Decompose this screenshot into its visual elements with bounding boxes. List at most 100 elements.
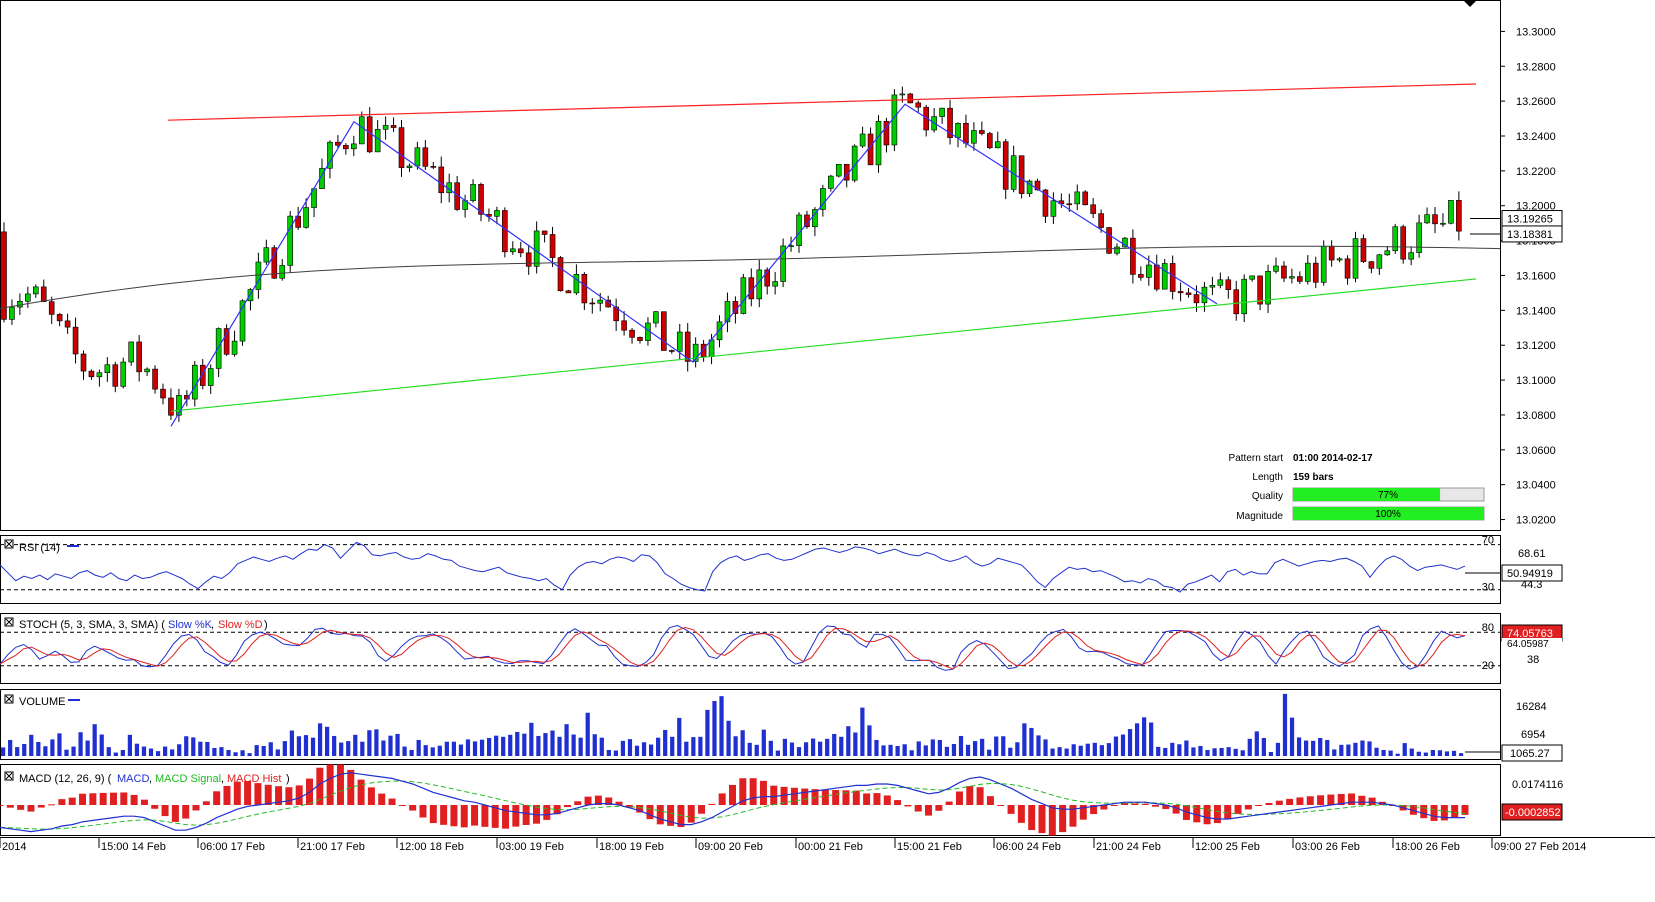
macd-hist-bar <box>182 805 190 819</box>
bull-candle <box>812 209 818 228</box>
volume-bar <box>839 736 844 756</box>
macd-hist-bar <box>6 805 14 808</box>
volume-bar <box>374 729 379 756</box>
macd-hist-bar <box>1151 805 1159 807</box>
volume-bar <box>613 750 618 756</box>
volume-bar <box>22 743 27 756</box>
volume-bar <box>965 744 971 756</box>
volume-bar <box>247 753 252 756</box>
macd-hist-bar <box>388 798 396 805</box>
bull-candle <box>1440 222 1446 225</box>
volume-bar <box>648 744 654 756</box>
stoch-k-value-label: 74.05763 <box>1507 628 1553 640</box>
bear-candle <box>223 328 230 355</box>
macd-hist-bar <box>1286 798 1294 805</box>
volume-bar <box>85 740 90 756</box>
bear-candle <box>549 234 556 258</box>
macd-hist-bar <box>99 792 107 805</box>
stoch-axis-label: 38 <box>1527 654 1539 666</box>
volume-bar <box>1 747 6 756</box>
volume-bar <box>15 747 20 756</box>
macd-hist-bar <box>460 805 468 828</box>
macd-hist-bar <box>1430 805 1438 821</box>
bear-candle <box>199 364 206 386</box>
volume-bar <box>155 751 161 756</box>
macd-hist-bar <box>409 805 417 811</box>
stoch-level-label: 20 <box>1482 660 1494 672</box>
volume-bar <box>184 736 189 756</box>
volume-bar <box>64 749 69 756</box>
macd-hist-bar <box>832 790 840 805</box>
main-pane-frame <box>0 0 1501 531</box>
volume-bar <box>282 741 287 756</box>
volume-bar <box>134 743 140 756</box>
volume-bar <box>1430 749 1436 756</box>
macd-hist-bar <box>1275 800 1283 805</box>
macd-hist-bar <box>1017 805 1025 823</box>
volume-bar <box>1451 750 1457 756</box>
macd-hist-bar <box>326 764 334 805</box>
y-tick-label: 13.0600 <box>1516 445 1556 457</box>
bull-candle <box>17 301 23 308</box>
macd-paren: ) <box>286 773 290 785</box>
bull-candle <box>494 210 500 217</box>
x-tick-label: 21:00 17 Feb <box>300 841 365 853</box>
bear-candle <box>1042 189 1049 217</box>
bull-candle <box>303 207 309 228</box>
bear-candle <box>168 397 174 416</box>
volume-bar <box>1149 722 1154 756</box>
macd-hist-bar <box>1121 803 1129 805</box>
bear-candle <box>430 166 437 168</box>
stoch-title: STOCH (5, 3, SMA, 3, SMA) ( <box>19 619 165 631</box>
x-tick-label: 18:00 26 Feb <box>1395 841 1460 853</box>
volume-bar <box>846 726 851 756</box>
volume-bar <box>656 737 661 756</box>
x-tick-label: 18:00 19 Feb <box>599 841 664 853</box>
volume-bar <box>1353 742 1358 756</box>
macd-hist-bar <box>1327 794 1335 805</box>
volume-bar <box>395 733 400 756</box>
volume-bar <box>557 736 562 756</box>
bull-candle <box>128 341 134 363</box>
bull-candle <box>827 175 834 189</box>
bear-candle <box>907 93 914 104</box>
volume-bar <box>198 741 203 756</box>
volume-bar <box>444 741 449 756</box>
stoch-level-label: 80 <box>1482 622 1494 634</box>
volume-bar <box>1022 723 1027 756</box>
macd-line <box>0 772 1465 833</box>
bull-candle <box>1114 246 1120 254</box>
macd-hist-bar <box>1440 805 1448 821</box>
volume-bar <box>120 749 125 756</box>
volume-bar <box>346 741 351 756</box>
volume-bar <box>1036 735 1041 756</box>
y-tick-label: 13.1000 <box>1516 375 1556 387</box>
rsi-level-label: 30 <box>1482 582 1494 594</box>
volume-bar <box>1332 749 1337 756</box>
volume-axis-label: 6954 <box>1521 729 1545 741</box>
volume-bar <box>1085 743 1090 756</box>
macd-hist-bar <box>976 787 984 805</box>
macd-hist-bar <box>997 805 1005 806</box>
volume-bar <box>1395 753 1400 756</box>
bull-candle <box>1249 275 1255 280</box>
volume-bar <box>1458 753 1464 756</box>
macd-hist-bar <box>1317 795 1325 805</box>
y-tick-label: 13.1200 <box>1516 340 1556 352</box>
volume-bar <box>50 739 55 756</box>
volume-bar <box>296 736 302 756</box>
bull-candle <box>740 277 747 314</box>
volume-bar <box>937 739 942 756</box>
macd-hist-bar <box>945 801 953 805</box>
rsi-value-label: 50.94919 <box>1507 568 1553 580</box>
stoch-d-value-label: 64.05987 <box>1507 639 1549 650</box>
volume-bar <box>874 739 879 756</box>
rsi-line <box>0 541 1466 593</box>
rsi-pane-frame <box>0 535 1501 604</box>
macd-hist-bar <box>852 790 860 805</box>
macd-hist-bar <box>1162 805 1170 810</box>
macd-hist-bar <box>1255 805 1263 806</box>
volume-bar <box>1043 739 1048 756</box>
macd-hist-bar <box>1069 805 1077 827</box>
bear-candle <box>979 130 985 134</box>
